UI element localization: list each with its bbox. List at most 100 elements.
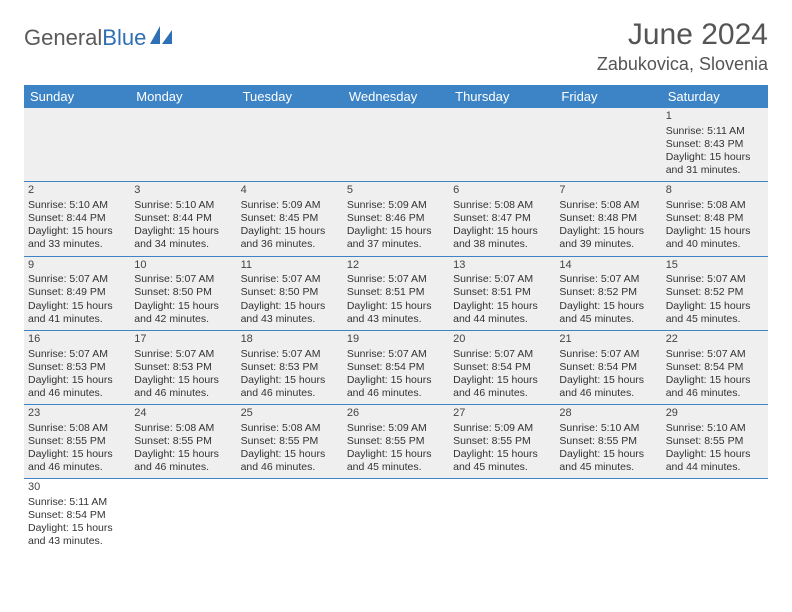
title-block: June 2024 Zabukovica, Slovenia [597, 18, 768, 75]
calendar-day-cell: 7Sunrise: 5:08 AMSunset: 8:48 PMDaylight… [555, 182, 661, 256]
day-info: Sunrise: 5:11 AMSunset: 8:43 PMDaylight:… [666, 125, 764, 178]
weekday-header: Wednesday [343, 85, 449, 108]
weekday-header: Friday [555, 85, 661, 108]
day-info: Sunrise: 5:07 AMSunset: 8:54 PMDaylight:… [347, 348, 445, 401]
calendar-day-cell: 12Sunrise: 5:07 AMSunset: 8:51 PMDayligh… [343, 256, 449, 330]
calendar-day-cell: 18Sunrise: 5:07 AMSunset: 8:53 PMDayligh… [237, 330, 343, 404]
day-info: Sunrise: 5:07 AMSunset: 8:51 PMDaylight:… [453, 273, 551, 326]
calendar-day-cell: 20Sunrise: 5:07 AMSunset: 8:54 PMDayligh… [449, 330, 555, 404]
day-info: Sunrise: 5:07 AMSunset: 8:54 PMDaylight:… [666, 348, 764, 401]
sail-icon [148, 24, 176, 51]
calendar-body: 1Sunrise: 5:11 AMSunset: 8:43 PMDaylight… [24, 108, 768, 553]
header: GeneralBlue June 2024 Zabukovica, Sloven… [24, 18, 768, 75]
day-number: 24 [134, 407, 232, 421]
calendar-day-cell: 6Sunrise: 5:08 AMSunset: 8:47 PMDaylight… [449, 182, 555, 256]
day-info: Sunrise: 5:09 AMSunset: 8:55 PMDaylight:… [453, 422, 551, 475]
day-number: 10 [134, 259, 232, 273]
calendar-week-row: 2Sunrise: 5:10 AMSunset: 8:44 PMDaylight… [24, 182, 768, 256]
month-title: June 2024 [597, 18, 768, 52]
day-info: Sunrise: 5:08 AMSunset: 8:55 PMDaylight:… [28, 422, 126, 475]
calendar-empty-cell [24, 108, 130, 182]
calendar-week-row: 9Sunrise: 5:07 AMSunset: 8:49 PMDaylight… [24, 256, 768, 330]
day-info: Sunrise: 5:11 AMSunset: 8:54 PMDaylight:… [28, 496, 126, 549]
day-number: 18 [241, 333, 339, 347]
day-number: 3 [134, 184, 232, 198]
day-info: Sunrise: 5:07 AMSunset: 8:53 PMDaylight:… [28, 348, 126, 401]
calendar-day-cell: 1Sunrise: 5:11 AMSunset: 8:43 PMDaylight… [662, 108, 768, 182]
calendar-empty-cell [449, 108, 555, 182]
day-info: Sunrise: 5:10 AMSunset: 8:44 PMDaylight:… [28, 199, 126, 252]
day-info: Sunrise: 5:10 AMSunset: 8:55 PMDaylight:… [666, 422, 764, 475]
weekday-header-row: SundayMondayTuesdayWednesdayThursdayFrid… [24, 85, 768, 108]
calendar-day-cell: 27Sunrise: 5:09 AMSunset: 8:55 PMDayligh… [449, 405, 555, 479]
calendar-day-cell: 23Sunrise: 5:08 AMSunset: 8:55 PMDayligh… [24, 405, 130, 479]
weekday-header: Tuesday [237, 85, 343, 108]
calendar-table: SundayMondayTuesdayWednesdayThursdayFrid… [24, 85, 768, 553]
day-info: Sunrise: 5:07 AMSunset: 8:51 PMDaylight:… [347, 273, 445, 326]
logo-text-blue: Blue [102, 25, 146, 51]
calendar-day-cell: 13Sunrise: 5:07 AMSunset: 8:51 PMDayligh… [449, 256, 555, 330]
day-info: Sunrise: 5:07 AMSunset: 8:54 PMDaylight:… [453, 348, 551, 401]
calendar-day-cell: 26Sunrise: 5:09 AMSunset: 8:55 PMDayligh… [343, 405, 449, 479]
day-info: Sunrise: 5:07 AMSunset: 8:49 PMDaylight:… [28, 273, 126, 326]
day-number: 14 [559, 259, 657, 273]
day-info: Sunrise: 5:08 AMSunset: 8:48 PMDaylight:… [559, 199, 657, 252]
calendar-day-cell: 29Sunrise: 5:10 AMSunset: 8:55 PMDayligh… [662, 405, 768, 479]
day-number: 6 [453, 184, 551, 198]
day-info: Sunrise: 5:08 AMSunset: 8:55 PMDaylight:… [134, 422, 232, 475]
weekday-header: Monday [130, 85, 236, 108]
calendar-day-cell: 30Sunrise: 5:11 AMSunset: 8:54 PMDayligh… [24, 479, 130, 553]
calendar-day-cell: 28Sunrise: 5:10 AMSunset: 8:55 PMDayligh… [555, 405, 661, 479]
calendar-day-cell: 24Sunrise: 5:08 AMSunset: 8:55 PMDayligh… [130, 405, 236, 479]
calendar-day-cell: 21Sunrise: 5:07 AMSunset: 8:54 PMDayligh… [555, 330, 661, 404]
day-number: 23 [28, 407, 126, 421]
calendar-empty-cell [130, 108, 236, 182]
day-number: 15 [666, 259, 764, 273]
day-info: Sunrise: 5:07 AMSunset: 8:53 PMDaylight:… [241, 348, 339, 401]
calendar-day-cell: 16Sunrise: 5:07 AMSunset: 8:53 PMDayligh… [24, 330, 130, 404]
day-info: Sunrise: 5:07 AMSunset: 8:54 PMDaylight:… [559, 348, 657, 401]
day-number: 30 [28, 481, 126, 495]
day-info: Sunrise: 5:07 AMSunset: 8:52 PMDaylight:… [666, 273, 764, 326]
calendar-day-cell: 22Sunrise: 5:07 AMSunset: 8:54 PMDayligh… [662, 330, 768, 404]
day-info: Sunrise: 5:10 AMSunset: 8:55 PMDaylight:… [559, 422, 657, 475]
day-number: 1 [666, 110, 764, 124]
calendar-empty-cell [449, 479, 555, 553]
day-info: Sunrise: 5:07 AMSunset: 8:52 PMDaylight:… [559, 273, 657, 326]
day-info: Sunrise: 5:07 AMSunset: 8:50 PMDaylight:… [241, 273, 339, 326]
day-info: Sunrise: 5:08 AMSunset: 8:55 PMDaylight:… [241, 422, 339, 475]
calendar-day-cell: 8Sunrise: 5:08 AMSunset: 8:48 PMDaylight… [662, 182, 768, 256]
day-info: Sunrise: 5:09 AMSunset: 8:46 PMDaylight:… [347, 199, 445, 252]
day-number: 13 [453, 259, 551, 273]
day-info: Sunrise: 5:07 AMSunset: 8:53 PMDaylight:… [134, 348, 232, 401]
calendar-week-row: 23Sunrise: 5:08 AMSunset: 8:55 PMDayligh… [24, 405, 768, 479]
calendar-empty-cell [130, 479, 236, 553]
location: Zabukovica, Slovenia [597, 54, 768, 75]
day-number: 17 [134, 333, 232, 347]
day-number: 21 [559, 333, 657, 347]
day-number: 26 [347, 407, 445, 421]
day-number: 20 [453, 333, 551, 347]
calendar-day-cell: 25Sunrise: 5:08 AMSunset: 8:55 PMDayligh… [237, 405, 343, 479]
calendar-day-cell: 9Sunrise: 5:07 AMSunset: 8:49 PMDaylight… [24, 256, 130, 330]
calendar-day-cell: 14Sunrise: 5:07 AMSunset: 8:52 PMDayligh… [555, 256, 661, 330]
calendar-day-cell: 19Sunrise: 5:07 AMSunset: 8:54 PMDayligh… [343, 330, 449, 404]
calendar-day-cell: 4Sunrise: 5:09 AMSunset: 8:45 PMDaylight… [237, 182, 343, 256]
calendar-empty-cell [343, 108, 449, 182]
day-info: Sunrise: 5:08 AMSunset: 8:48 PMDaylight:… [666, 199, 764, 252]
day-info: Sunrise: 5:09 AMSunset: 8:55 PMDaylight:… [347, 422, 445, 475]
calendar-day-cell: 17Sunrise: 5:07 AMSunset: 8:53 PMDayligh… [130, 330, 236, 404]
day-number: 16 [28, 333, 126, 347]
day-number: 2 [28, 184, 126, 198]
day-info: Sunrise: 5:10 AMSunset: 8:44 PMDaylight:… [134, 199, 232, 252]
day-number: 5 [347, 184, 445, 198]
calendar-day-cell: 2Sunrise: 5:10 AMSunset: 8:44 PMDaylight… [24, 182, 130, 256]
calendar-empty-cell [237, 108, 343, 182]
day-number: 7 [559, 184, 657, 198]
day-number: 29 [666, 407, 764, 421]
weekday-header: Thursday [449, 85, 555, 108]
day-info: Sunrise: 5:07 AMSunset: 8:50 PMDaylight:… [134, 273, 232, 326]
calendar-week-row: 16Sunrise: 5:07 AMSunset: 8:53 PMDayligh… [24, 330, 768, 404]
calendar-day-cell: 15Sunrise: 5:07 AMSunset: 8:52 PMDayligh… [662, 256, 768, 330]
day-number: 27 [453, 407, 551, 421]
